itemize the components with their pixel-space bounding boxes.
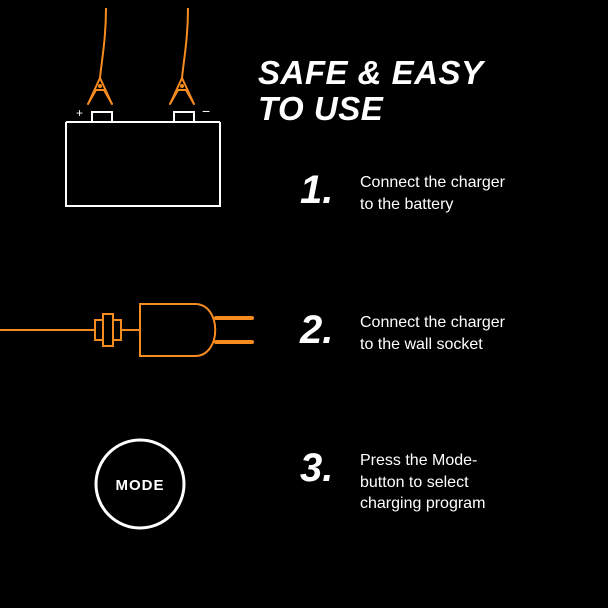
step-2-line1: Connect the charger <box>360 312 505 334</box>
mode-button-icon: MODE <box>92 436 188 537</box>
step-3-text: Press the Mode- button to select chargin… <box>360 448 485 515</box>
headline-line2: TO USE <box>258 91 484 127</box>
step-2-line2: to the wall socket <box>360 334 505 356</box>
step-1-line2: to the battery <box>360 194 505 216</box>
headline: SAFE & EASY TO USE <box>258 55 484 126</box>
plug-icon <box>0 290 270 375</box>
step-1-number: 1. <box>300 170 360 210</box>
step-2-number: 2. <box>300 310 360 350</box>
step-2-text: Connect the charger to the wall socket <box>360 310 505 355</box>
step-3: 3. Press the Mode- button to select char… <box>300 448 485 515</box>
svg-text:+: + <box>76 106 83 120</box>
step-1-line1: Connect the charger <box>360 172 505 194</box>
step-3-line1: Press the Mode- <box>360 450 485 472</box>
headline-line1: SAFE & EASY <box>258 55 484 91</box>
step-3-line3: charging program <box>360 493 485 515</box>
infographic-root: SAFE & EASY TO USE + − <box>0 0 608 608</box>
svg-text:−: − <box>202 103 210 119</box>
battery-clamps-icon: + − <box>58 8 238 223</box>
step-3-number: 3. <box>300 448 360 488</box>
step-1: 1. Connect the charger to the battery <box>300 170 505 215</box>
step-2: 2. Connect the charger to the wall socke… <box>300 310 505 355</box>
step-3-line2: button to select <box>360 472 485 494</box>
svg-text:MODE: MODE <box>116 477 165 494</box>
step-1-text: Connect the charger to the battery <box>360 170 505 215</box>
